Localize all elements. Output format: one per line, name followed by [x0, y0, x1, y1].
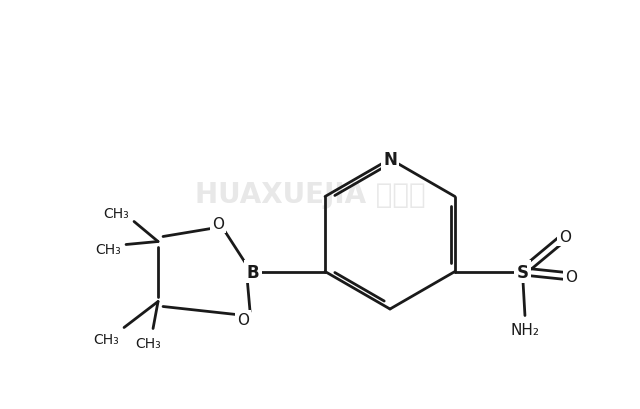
Text: CH₃: CH₃	[95, 243, 121, 257]
Text: CH₃: CH₃	[103, 207, 129, 221]
Text: S: S	[517, 263, 529, 281]
Text: O: O	[565, 270, 577, 284]
Text: B: B	[247, 263, 259, 281]
Text: O: O	[237, 312, 249, 327]
Text: CH₃: CH₃	[93, 333, 119, 347]
Text: N: N	[383, 151, 397, 169]
Text: CH₃: CH₃	[135, 337, 161, 351]
Text: O: O	[559, 229, 571, 245]
Text: NH₂: NH₂	[511, 322, 540, 337]
Text: HUAXUEJIA 化学加: HUAXUEJIA 化学加	[195, 180, 426, 209]
Text: O: O	[212, 216, 224, 231]
